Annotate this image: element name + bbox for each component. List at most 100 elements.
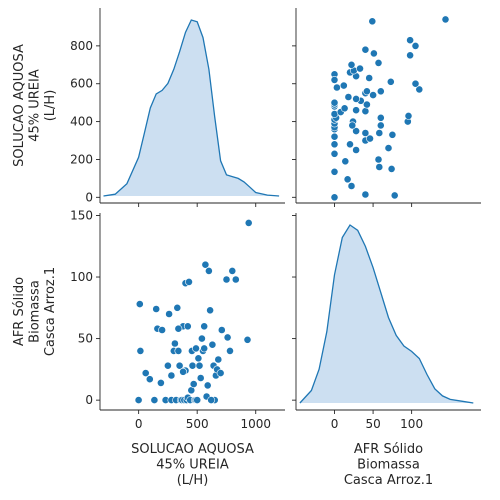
- scatter-point-top-right-19: [361, 129, 370, 137]
- scatter-point-top-right-65: [441, 15, 450, 24]
- x-axis-label-0-line-1: 45% UREIA: [156, 458, 229, 473]
- scatter-point-top-right-62: [411, 42, 420, 50]
- scatter-point-bottom-left-6: [152, 305, 161, 313]
- y-axis-label-0-line-0: SOLUCAO AQUOSA: [12, 44, 27, 167]
- scatter-point-bottom-left-59: [222, 275, 231, 284]
- y-axis-solucao-tick-label-400: 400: [70, 115, 93, 129]
- scatter-point-top-right-64: [368, 17, 377, 26]
- scatter-point-bottom-left-60: [223, 333, 232, 342]
- scatter-point-top-right-20: [352, 127, 360, 136]
- scatter-point-top-right-60: [369, 49, 378, 58]
- scatter-point-bottom-left-1: [135, 300, 144, 308]
- kde-afr-line: [299, 224, 474, 404]
- kde-afr-fill: [299, 225, 474, 403]
- scatter-point-bottom-left-18: [173, 303, 182, 312]
- scatter-point-bottom-left-16: [170, 339, 179, 348]
- scatter-point-top-right-38: [330, 98, 339, 107]
- scatter-point-bottom-left-42: [197, 334, 206, 343]
- scatter-point-top-right-51: [365, 74, 374, 82]
- scatter-point-top-right-17: [330, 132, 339, 141]
- scatter-point-bottom-left-65: [244, 218, 253, 227]
- x-axis-label-1-line-0: AFR Sólido: [354, 442, 423, 457]
- scatter-point-bottom-left-5: [150, 396, 159, 404]
- scatter-point-bottom-left-20: [175, 361, 184, 370]
- scatter-point-top-right-2: [361, 190, 370, 199]
- scatter-point-bottom-left-62: [228, 266, 237, 275]
- y-axis-solucao-tick-label-0: 0: [85, 190, 93, 204]
- scatter-point-bottom-left-3: [141, 369, 150, 377]
- scatter-point-bottom-left-12: [165, 310, 173, 318]
- scatter-point-top-right-32: [361, 107, 370, 116]
- kde-solucao-fill: [103, 20, 280, 196]
- scatter-point-top-right-8: [341, 157, 350, 166]
- x-axis-label-0-line-2: (L/H): [177, 473, 209, 488]
- scatter-point-bottom-left-44: [200, 322, 209, 331]
- scatter-point-top-right-14: [330, 140, 339, 149]
- scatter-point-bottom-left-68: [207, 396, 216, 404]
- scatter-point-bottom-left-19: [174, 346, 183, 355]
- scatter-point-bottom-left-50: [206, 306, 214, 315]
- scatter-point-bottom-left-51: [208, 340, 217, 349]
- scatter-point-bottom-left-36: [192, 344, 200, 353]
- scatter-point-top-right-12: [384, 144, 393, 152]
- scatter-point-top-right-56: [356, 64, 364, 73]
- x-axis-solucao-tick-label-500: 500: [186, 417, 209, 431]
- scatter-point-bottom-left-38: [193, 396, 202, 404]
- y-axis-solucao-tick-label-600: 600: [70, 77, 93, 91]
- scatter-point-top-right-57: [347, 60, 356, 69]
- scatter-point-top-right-9: [374, 155, 383, 164]
- x-axis-afr-tick-label-100: 100: [400, 417, 423, 431]
- y-axis-afr-tick-label-150: 150: [70, 208, 93, 222]
- scatter-point-top-right-34: [340, 104, 349, 113]
- scatter-point-top-right-33: [352, 106, 360, 115]
- scatter-point-bottom-left-46: [201, 260, 210, 269]
- scatter-point-top-right-50: [386, 77, 395, 86]
- scatter-point-top-right-4: [343, 175, 352, 184]
- scatter-point-bottom-left-0: [134, 396, 143, 404]
- scatter-point-bottom-left-9: [158, 326, 166, 334]
- scatter-point-bottom-left-67: [174, 324, 183, 333]
- scatter-point-bottom-left-64: [243, 335, 252, 344]
- scatter-point-bottom-left-69: [179, 367, 187, 376]
- y-axis-label-1-line-2: Casca Arroz.1: [43, 267, 58, 356]
- scatter-point-top-right-1: [390, 191, 399, 200]
- scatter-point-top-right-63: [406, 36, 414, 45]
- scatter-point-bottom-left-33: [188, 361, 197, 370]
- y-axis-afr-tick-label-50: 50: [78, 332, 93, 346]
- x-axis-afr-tick-label-0: 0: [331, 417, 339, 431]
- scatter-point-top-right-45: [362, 87, 371, 96]
- y-axis-afr-tick-label-100: 100: [70, 270, 93, 284]
- scatter-point-top-right-41: [344, 93, 353, 101]
- x-axis-label-0-line-0: SOLUCAO AQUOSA: [131, 442, 254, 457]
- scatter-point-top-right-58: [374, 59, 383, 67]
- y-axis-label-0-line-1: 45% UREIA: [28, 69, 43, 142]
- scatter-point-top-right-68: [330, 76, 339, 84]
- scatter-point-top-right-10: [330, 149, 339, 158]
- scatter-point-top-right-18: [388, 130, 397, 139]
- scatter-point-bottom-left-4: [145, 375, 154, 384]
- scatter-point-top-right-66: [376, 113, 385, 122]
- kde-solucao-line: [103, 19, 280, 197]
- scatter-point-top-right-67: [375, 129, 384, 137]
- scatter-point-bottom-left-29: [185, 277, 193, 286]
- scatter-point-bottom-left-57: [216, 369, 225, 377]
- y-axis-solucao-tick-label-200: 200: [70, 152, 93, 166]
- scatter-point-top-right-6: [387, 164, 396, 173]
- scatter-point-bottom-left-2: [136, 346, 145, 355]
- x-axis-solucao-tick-label-0: 0: [135, 417, 143, 431]
- scatter-point-bottom-left-34: [189, 380, 198, 388]
- scatter-point-top-right-23: [376, 121, 385, 130]
- scatter-point-top-right-46: [415, 85, 424, 94]
- scatter-point-top-right-29: [404, 112, 413, 120]
- y-axis-label-1-line-0: AFR Sólido: [12, 277, 27, 346]
- scatter-point-bottom-left-40: [195, 361, 204, 370]
- scatter-point-top-right-36: [362, 100, 371, 109]
- scatter-point-top-right-0: [330, 193, 339, 202]
- x-axis-afr-tick-label-50: 50: [365, 417, 380, 431]
- scatter-point-bottom-left-66: [183, 322, 192, 331]
- scatter-point-bottom-left-58: [217, 326, 226, 334]
- y-axis-solucao-tick-label-800: 800: [70, 39, 93, 53]
- scatter-point-top-right-48: [339, 81, 348, 90]
- scatter-point-top-right-47: [332, 83, 341, 92]
